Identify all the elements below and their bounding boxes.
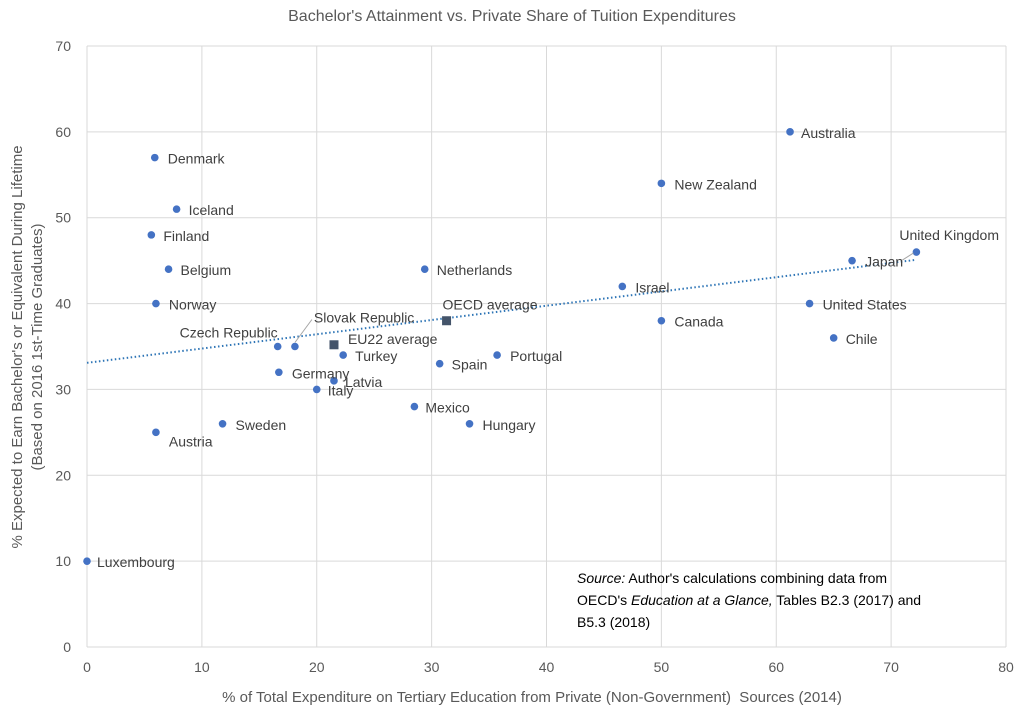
point-label: Canada: [674, 314, 723, 330]
trendline-path: [86, 258, 917, 364]
point-label: Luxembourg: [97, 554, 175, 570]
x-tick-label: 70: [883, 659, 899, 675]
point-label: New Zealand: [674, 176, 757, 192]
point-labels: Australia Denmark New Zealand Iceland Finlan…: [97, 125, 999, 570]
point-label: Latvia: [345, 374, 383, 390]
y-tick-label: 10: [55, 553, 71, 569]
data-point: [618, 282, 627, 291]
leader-line: [902, 252, 914, 261]
x-tick-label: 10: [194, 659, 210, 675]
y-tick-label: 30: [55, 381, 71, 397]
data-point: [339, 351, 347, 359]
point-label: Portugal: [510, 348, 562, 364]
point-label: Austria: [169, 433, 213, 449]
data-point: [786, 128, 794, 136]
leader-line: [294, 319, 313, 343]
data-point: [172, 205, 181, 213]
data-point: [273, 342, 282, 351]
y-axis-ticks: 0 10 20 30 40 50 60 70: [55, 38, 71, 655]
data-point: [312, 385, 321, 394]
average-marker: [329, 340, 339, 350]
source-note-text3: Tables B2.3 (2017) and: [773, 592, 921, 608]
source-note-text1: Author's calculations combining data fro…: [625, 570, 887, 586]
data-point: [291, 342, 299, 351]
x-tick-label: 30: [424, 659, 440, 675]
average-label: OECD average: [443, 297, 538, 313]
x-tick-label: 60: [768, 659, 784, 675]
data-point: [805, 299, 814, 308]
chart-title: Bachelor's Attainment vs. Private Share …: [288, 8, 736, 25]
average-label: EU22 average: [348, 331, 438, 347]
point-label: Slovak Republic: [314, 310, 414, 326]
point-label: United Kingdom: [899, 227, 999, 243]
point-label: Finland: [163, 228, 209, 244]
x-axis-ticks: 0 10 20 30 40 50 60 70 80: [83, 659, 1014, 675]
point-label: Iceland: [189, 202, 234, 218]
x-axis-label: % of Total Expenditure on Tertiary Educa…: [222, 689, 842, 706]
point-label: Australia: [801, 125, 856, 141]
point-label: Turkey: [355, 348, 397, 364]
average-marker: [442, 316, 452, 326]
point-label: Hungary: [483, 417, 536, 433]
point-label: Japan: [865, 254, 903, 270]
x-tick-label: 80: [998, 659, 1014, 675]
data-point: [420, 265, 429, 274]
point-label: Chile: [846, 331, 878, 347]
source-note: Source: Author's calculations combining …: [577, 570, 921, 630]
data-point: [848, 256, 856, 265]
point-label: Germany: [292, 365, 350, 381]
data-point: [152, 428, 160, 437]
y-tick-label: 60: [55, 124, 71, 140]
data-point: [465, 419, 474, 428]
point-label: Belgium: [181, 262, 232, 278]
data-point: [275, 368, 283, 377]
point-label: Netherlands: [437, 262, 513, 278]
data-point: [410, 402, 419, 411]
point-label: Czech Republic: [180, 325, 278, 341]
point-label: Italy: [328, 382, 354, 398]
data-point: [912, 248, 921, 256]
x-tick-label: 0: [83, 659, 91, 675]
data-point: [330, 377, 338, 385]
data-point: [150, 153, 159, 162]
trendline: [86, 258, 917, 364]
data-point: [147, 231, 156, 239]
data-point: [657, 179, 666, 188]
y-axis-label-line2: (Based on 2016 1st-Time Graduates): [29, 223, 46, 470]
svg-text:OECD's Education at a Glance,: OECD's Education at a Glance, Tables B2.…: [577, 592, 921, 608]
source-note-book-title: Education at a Glance,: [631, 592, 773, 608]
data-point: [83, 557, 91, 565]
x-tick-label: 50: [654, 659, 670, 675]
x-tick-label: 20: [309, 659, 325, 675]
point-label: United States: [823, 297, 907, 313]
svg-text:Source: Author's calculations: Source: Author's calculations combining …: [577, 570, 887, 586]
grid-lines: [86, 45, 1007, 648]
data-point: [829, 334, 838, 342]
data-point: [152, 299, 160, 308]
y-tick-label: 50: [55, 210, 71, 226]
source-note-italic: Source:: [577, 570, 625, 586]
source-note-text4: B5.3 (2018): [577, 614, 650, 630]
data-point: [218, 419, 227, 428]
y-tick-label: 0: [63, 639, 71, 655]
point-label: Norway: [169, 297, 216, 313]
data-point: [435, 359, 444, 368]
y-axis-label-line1: % Expected to Earn Bachelor's or Equival…: [9, 145, 26, 548]
data-points: [83, 128, 921, 565]
source-note-text2: OECD's: [577, 592, 631, 608]
data-point: [493, 351, 501, 359]
x-tick-label: 40: [539, 659, 555, 675]
y-tick-label: 20: [55, 467, 71, 483]
y-tick-label: 40: [55, 296, 71, 312]
point-label: Spain: [452, 357, 488, 373]
point-label: Israel: [635, 279, 669, 295]
data-point: [164, 265, 173, 274]
data-point: [657, 316, 666, 325]
point-label: Mexico: [425, 400, 470, 416]
point-label: Sweden: [236, 417, 287, 433]
y-tick-label: 70: [55, 38, 71, 54]
point-label: Denmark: [168, 151, 226, 167]
